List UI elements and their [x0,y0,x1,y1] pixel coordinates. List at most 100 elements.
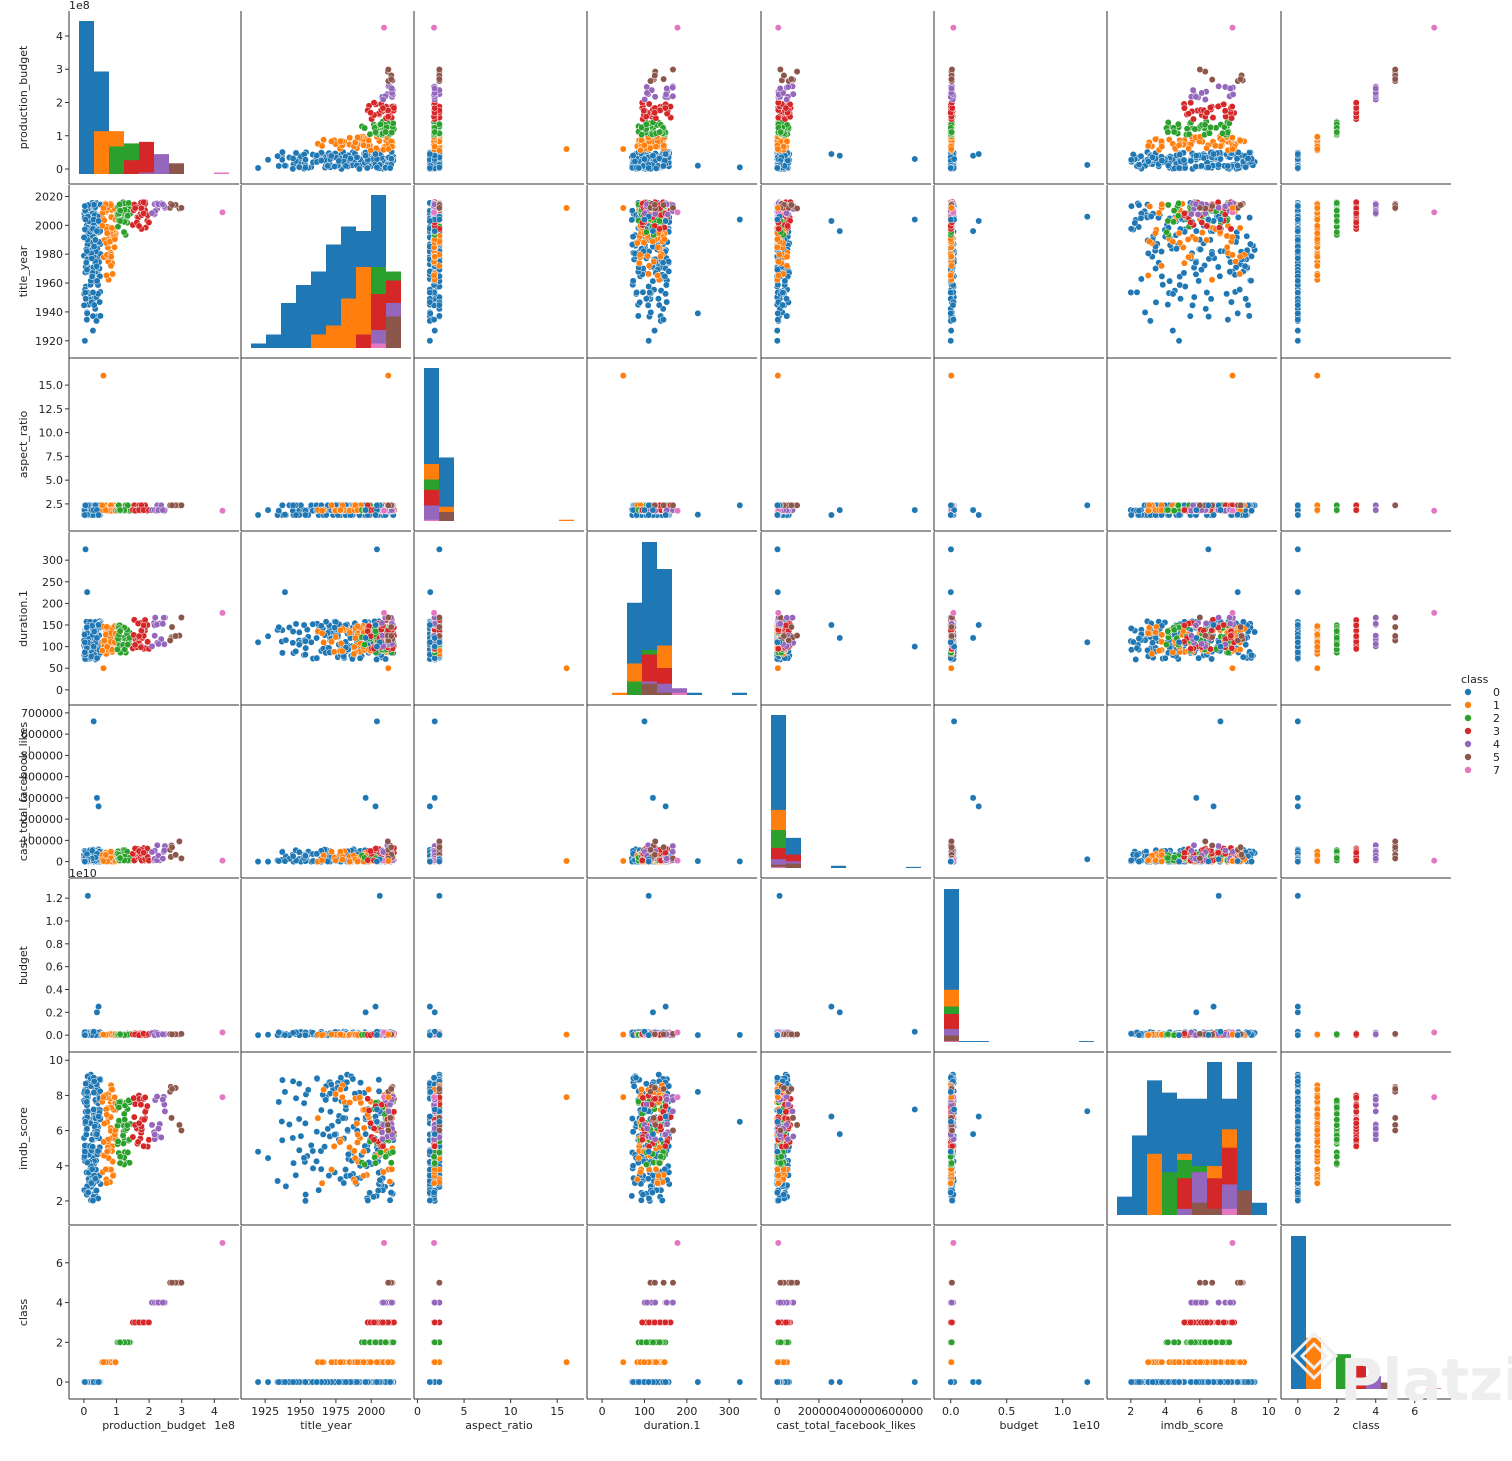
scatter-point [775,146,781,152]
hist-bar-class-0 [281,303,296,348]
scatter-point [1392,205,1398,211]
scatter-point [1228,115,1234,121]
scatter-point [1190,87,1196,93]
scatter-point [325,163,331,169]
hist-bar-class-3 [124,160,139,174]
scatter-point [641,240,647,246]
scatter-point [372,151,378,157]
scatter-point [656,129,662,135]
scatter-point [1314,205,1320,211]
scatter-point [654,272,660,278]
scatter-point [912,216,918,222]
scatter-point [1229,146,1235,152]
scatter-point [1173,246,1179,252]
scatter-point [660,163,666,169]
scatter-point [662,273,668,279]
scatter-point [784,263,790,269]
scatter-point [319,143,325,149]
scatter-point [1334,207,1340,213]
scatter-point [365,137,371,143]
scatter-point [276,508,282,514]
scatter-point [436,76,442,82]
scatter-point [1202,96,1208,102]
scatter-point [109,225,115,231]
y-tick-label: 2000 [35,219,63,232]
scatter-point [380,96,386,102]
scatter-point [109,271,115,277]
scatter-point [1149,154,1155,160]
scatter-point [1237,254,1243,260]
scatter-point [950,316,956,322]
scatter-point [362,153,368,159]
scatter-point [662,105,668,111]
scatter-point [651,110,657,116]
scatter-point [380,105,386,111]
scatter-point [427,151,433,157]
scatter-point [1159,273,1165,279]
scatter-point [111,244,117,250]
scatter-point [1207,124,1213,130]
scatter-point [82,502,88,508]
scatter-point [785,84,791,90]
scatter-point [1229,103,1235,109]
y-tick-label: 1920 [35,335,63,348]
scatter-point [1203,237,1209,243]
scatter-point [1314,134,1320,140]
scatter-point [125,200,131,206]
scatter-point [91,202,97,208]
scatter-point [1242,164,1248,170]
scatter-point [1295,151,1301,157]
scatter-point [1128,157,1134,163]
scatter-point [141,199,147,205]
scatter-point [948,338,954,344]
scatter-point [1295,203,1301,209]
scatter-point [1188,211,1194,217]
scatter-point [1197,66,1203,72]
scatter-point [83,296,89,302]
scatter-point [82,216,88,222]
scatter-point [1205,216,1211,222]
scatter-point [361,125,367,131]
y-offset-label: 1e8 [69,0,90,12]
scatter-point [657,254,663,260]
scatter-point [1203,145,1209,151]
scatter-point [121,229,127,235]
scatter-point [1295,248,1301,254]
scatter-point [656,302,662,308]
hist-bar-class-7 [371,344,386,349]
y-axis-label: aspect_ratio [17,411,30,479]
scatter-point [630,233,636,239]
scatter-point [390,120,396,126]
scatter-point [1165,202,1171,208]
scatter-point [1175,213,1181,219]
scatter-point [1185,236,1191,242]
scatter-point [737,216,743,222]
scatter-point [648,309,654,315]
scatter-point [948,289,954,295]
scatter-point [1199,229,1205,235]
scatter-point [219,508,225,514]
scatter-point [1223,291,1229,297]
scatter-point [1227,268,1233,274]
y-tick-label: 2 [56,96,63,109]
scatter-point [643,114,649,120]
scatter-point [1204,223,1210,229]
panel-production_budget-vs-imdb_score [1107,11,1277,184]
scatter-point [1216,224,1222,230]
scatter-point [1237,225,1243,231]
scatter-point [91,243,97,249]
scatter-point [436,66,442,72]
scatter-point [354,134,360,140]
panel-title_year-vs-cast_total_facebook_likes [761,185,931,358]
panel-aspect_ratio-vs-title_year [241,358,411,531]
scatter-point [1181,270,1187,276]
scatter-point [100,205,106,211]
hist-bar-class-3 [139,142,154,174]
scatter-point [1314,223,1320,229]
scatter-point [343,163,349,169]
scatter-point [1210,114,1216,120]
hist-bar-class-1 [326,326,341,349]
scatter-point [652,202,658,208]
scatter-point [774,236,780,242]
y-axis-label: title_year [17,245,30,297]
